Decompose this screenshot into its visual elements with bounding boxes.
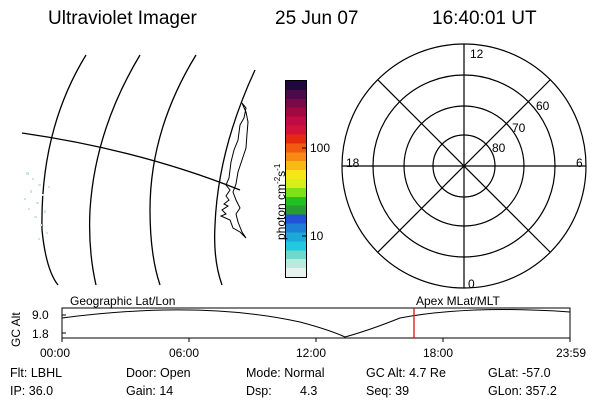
x-tick-label: 00:00 — [40, 346, 71, 360]
dsp-value: 4.3 — [300, 384, 318, 398]
seq-status: Seq: 39 — [366, 384, 410, 398]
lat-label-70: 70 — [512, 121, 526, 135]
geographic-label: Geographic Lat/Lon — [70, 294, 176, 308]
door-status: Door: Open — [126, 366, 191, 380]
ip-status: IP: 36.0 — [10, 384, 54, 398]
x-tick-label: 18:00 — [423, 346, 454, 360]
longitude-line — [88, 54, 141, 286]
x-tick-label: 06:00 — [169, 346, 200, 360]
mlt-label-18: 18 — [346, 156, 360, 170]
date-label: 25 Jun 07 — [275, 8, 359, 29]
color-bar — [285, 80, 307, 278]
coastline — [219, 102, 249, 239]
lat-label-60: 60 — [536, 99, 550, 113]
x-tick-label: 12:00 — [296, 346, 327, 360]
x-tick-label: 23:59 — [556, 346, 587, 360]
instrument-title: Ultraviolet Imager — [48, 8, 197, 29]
y-tick-label: 1.8 — [32, 327, 49, 341]
latitude-line — [21, 132, 241, 191]
dsp-label: Dsp: — [246, 384, 272, 398]
glon-status: GLon: 357.2 — [488, 384, 557, 398]
y-tick-label: 9.0 — [32, 308, 49, 322]
gain-status: Gain: 14 — [126, 384, 174, 398]
longitude-line — [214, 69, 256, 286]
aurora-speckles — [24, 172, 50, 240]
longitude-line — [149, 54, 197, 286]
lat-label-80: 80 — [492, 141, 506, 155]
longitude-line — [41, 54, 87, 286]
filter-status: Flt: LBHL — [10, 366, 63, 380]
mlt-label-6: 6 — [576, 156, 583, 170]
mlt-label-12: 12 — [470, 47, 484, 61]
gc-alt-status: GC Alt: 4.7 Re — [366, 366, 446, 380]
glat-status: GLat: -57.0 — [488, 366, 551, 380]
mode-status: Mode: Normal — [246, 366, 325, 380]
colorbar-tick-label: 10 — [310, 229, 324, 243]
apex-label: Apex MLat/MLT — [416, 294, 500, 308]
time-label: 16:40:01 UT — [432, 8, 537, 29]
altitude-curve — [61, 309, 571, 338]
mlt-label-0: 0 — [468, 277, 475, 291]
colorbar-tick-label: 100 — [310, 141, 331, 155]
